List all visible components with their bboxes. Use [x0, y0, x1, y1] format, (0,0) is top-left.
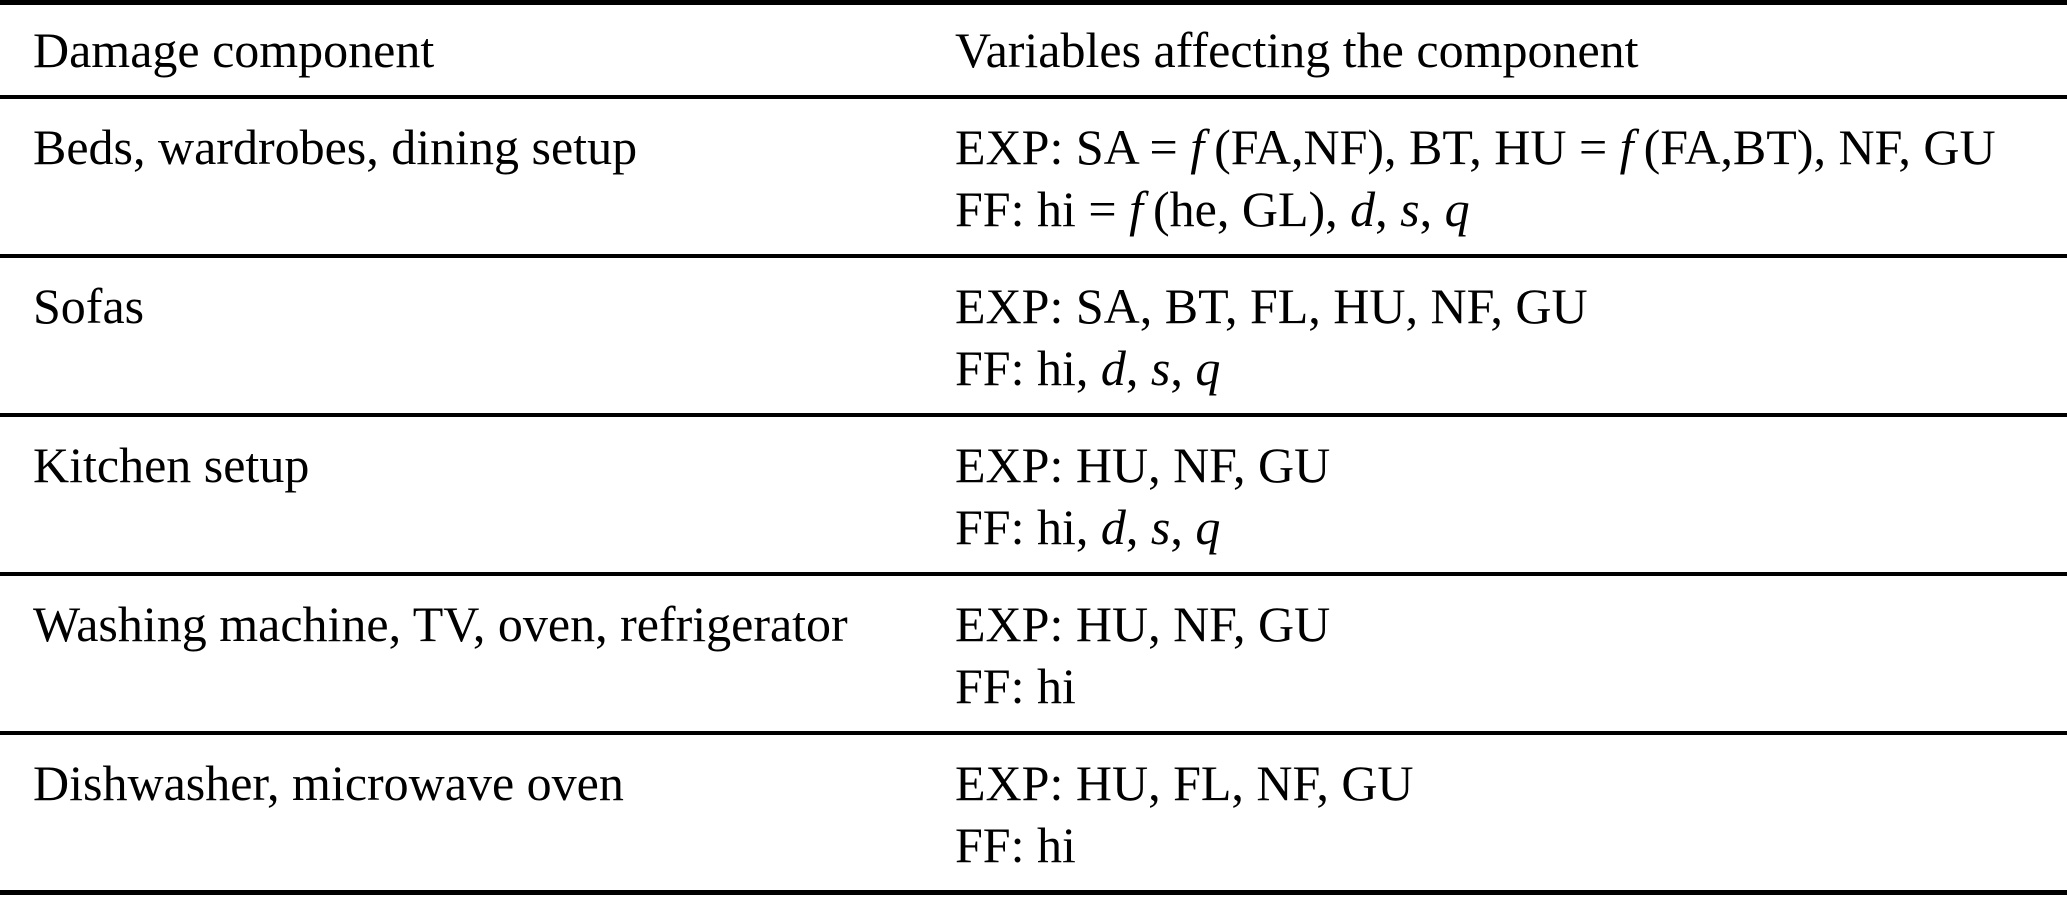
variables-line: FF: hi, d, s, q: [955, 496, 2067, 558]
damage-component-cell: Beds, wardrobes, dining setup: [33, 119, 638, 175]
text-segment: EXP: HU, NF, GU: [955, 437, 1331, 493]
text-segment: (he, GL),: [1143, 181, 1351, 237]
damage-component-cell: Sofas: [33, 278, 145, 334]
table-row: Sofas EXP: SA, BT, FL, HU, NF, GU FF: hi, …: [0, 256, 2067, 415]
variables-line: FF: hi: [955, 814, 2067, 876]
text-segment: ,: [1170, 340, 1196, 396]
damage-component-cell: Dishwasher, microwave oven: [33, 755, 624, 811]
text-segment: EXP: SA =: [955, 119, 1191, 175]
math-variable: f: [1619, 119, 1634, 175]
variables-line: EXP: SA, BT, FL, HU, NF, GU: [955, 275, 2067, 337]
variables-line: EXP: HU, FL, NF, GU: [955, 752, 2067, 814]
math-variable: d: [1100, 340, 1126, 396]
math-variable: s: [1150, 499, 1171, 555]
variables-line: EXP: HU, NF, GU: [955, 434, 2067, 496]
column-header-variables: Variables affecting the component: [955, 22, 1639, 78]
math-variable: s: [1400, 181, 1420, 237]
text-segment: EXP: HU, FL, NF, GU: [955, 755, 1414, 811]
variables-line: EXP: HU, NF, GU: [955, 593, 2067, 655]
text-segment: EXP: HU, NF, GU: [955, 596, 1331, 652]
text-segment: ,: [1125, 499, 1151, 555]
text-segment: FF: hi,: [955, 340, 1101, 396]
variables-cell: EXP: HU, NF, GU FF: hi: [955, 574, 2067, 733]
table-row: Kitchen setup EXP: HU, NF, GU FF: hi, d, s…: [0, 415, 2067, 574]
damage-component-cell: Washing machine, TV, oven, refrigerator: [33, 596, 848, 652]
text-segment: ,: [1419, 181, 1445, 237]
math-variable: d: [1100, 499, 1126, 555]
variables-line: FF: hi, d, s, q: [955, 337, 2067, 399]
text-segment: (FA,BT), NF, GU: [1633, 119, 1996, 175]
text-segment: ,: [1375, 181, 1401, 237]
math-variable: q: [1444, 181, 1470, 237]
table-row: Washing machine, TV, oven, refrigerator E…: [0, 574, 2067, 733]
table-header: Damage component Variables affecting the…: [0, 2, 2067, 97]
column-header-damage-component: Damage component: [33, 22, 435, 78]
text-segment: FF: hi: [955, 658, 1076, 714]
text-segment: ,: [1170, 499, 1196, 555]
variables-line: EXP: SA = f (FA,NF), BT, HU = f (FA,BT),…: [955, 116, 2067, 178]
variables-line: FF: hi = f (he, GL), d, s, q: [955, 178, 2067, 240]
math-variable: f: [1190, 119, 1205, 175]
damage-component-cell: Kitchen setup: [33, 437, 310, 493]
table-body: Beds, wardrobes, dining setup EXP: SA = f…: [0, 97, 2067, 893]
text-segment: ,: [1125, 340, 1151, 396]
variables-cell: EXP: HU, FL, NF, GU FF: hi: [955, 733, 2067, 893]
text-segment: FF: hi,: [955, 499, 1101, 555]
variables-line: FF: hi: [955, 655, 2067, 717]
variables-cell: EXP: SA = f (FA,NF), BT, HU = f (FA,BT),…: [955, 97, 2067, 256]
table-row: Beds, wardrobes, dining setup EXP: SA = f…: [0, 97, 2067, 256]
variables-cell: EXP: SA, BT, FL, HU, NF, GU FF: hi, d, s,…: [955, 256, 2067, 415]
math-variable: q: [1195, 499, 1221, 555]
math-variable: s: [1150, 340, 1171, 396]
text-segment: (FA,NF), BT, HU =: [1204, 119, 1620, 175]
variables-cell: EXP: HU, NF, GU FF: hi, d, s, q: [955, 415, 2067, 574]
math-variable: f: [1129, 181, 1144, 237]
text-segment: FF: hi =: [955, 181, 1130, 237]
math-variable: d: [1350, 181, 1376, 237]
text-segment: EXP: SA, BT, FL, HU, NF, GU: [955, 278, 1588, 334]
table-row: Dishwasher, microwave oven EXP: HU, FL, N…: [0, 733, 2067, 893]
header-row: Damage component Variables affecting the…: [0, 2, 2067, 97]
text-segment: FF: hi: [955, 817, 1076, 873]
math-variable: q: [1195, 340, 1221, 396]
